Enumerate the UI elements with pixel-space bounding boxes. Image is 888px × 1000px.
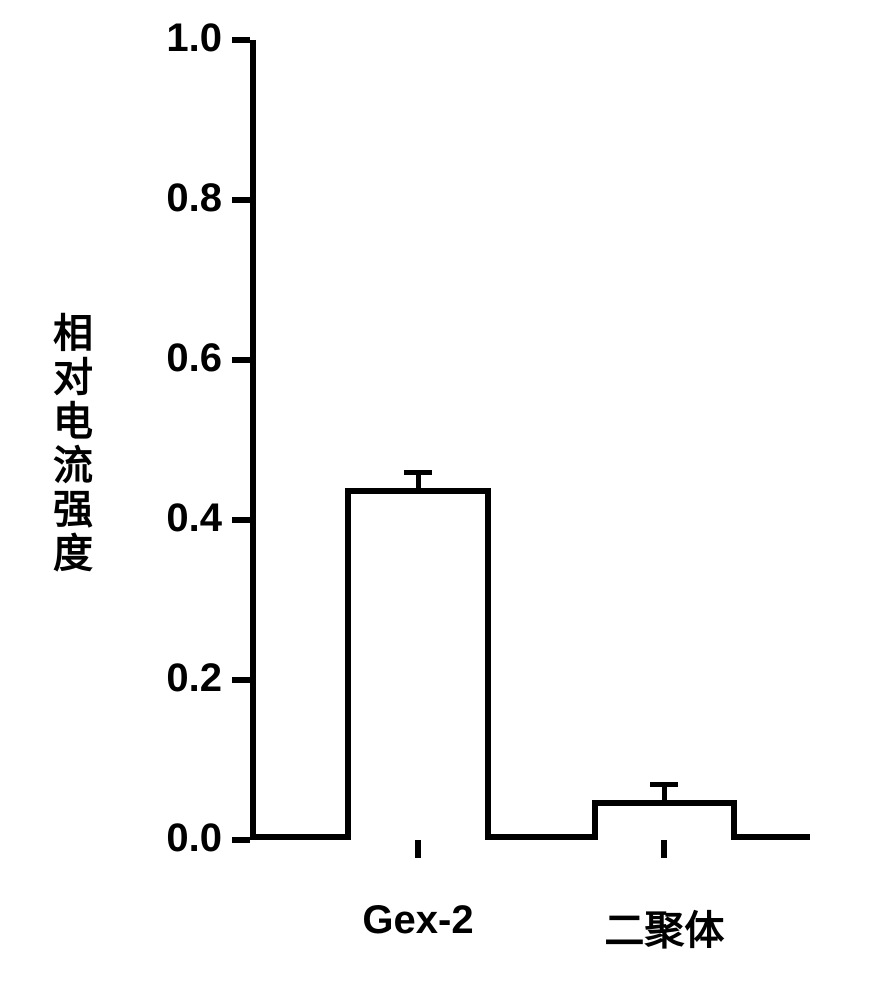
bar: [345, 488, 491, 840]
y-axis: [250, 40, 256, 840]
x-tick: [415, 840, 421, 858]
y-tick: [232, 517, 250, 523]
bar: [592, 800, 738, 840]
y-tick: [232, 357, 250, 363]
y-tick-label: 0.4: [122, 496, 222, 541]
y-tick-label: 0.8: [122, 176, 222, 221]
y-tick: [232, 197, 250, 203]
y-axis-label: 相对电流强度: [40, 184, 98, 704]
error-cap: [650, 782, 678, 787]
bar-chart: 0.00.20.40.60.81.0Gex-2二聚体 相对电流强度: [0, 0, 888, 1000]
y-tick-label: 0.0: [122, 816, 222, 861]
x-tick-label: 二聚体: [514, 898, 814, 956]
x-tick: [661, 840, 667, 858]
y-tick: [232, 37, 250, 43]
plot-area: 0.00.20.40.60.81.0Gex-2二聚体: [250, 40, 810, 840]
error-cap: [404, 470, 432, 475]
y-tick-label: 0.6: [122, 336, 222, 381]
y-tick: [232, 837, 250, 843]
y-tick-label: 0.2: [122, 656, 222, 701]
y-tick: [232, 677, 250, 683]
y-tick-label: 1.0: [122, 16, 222, 61]
